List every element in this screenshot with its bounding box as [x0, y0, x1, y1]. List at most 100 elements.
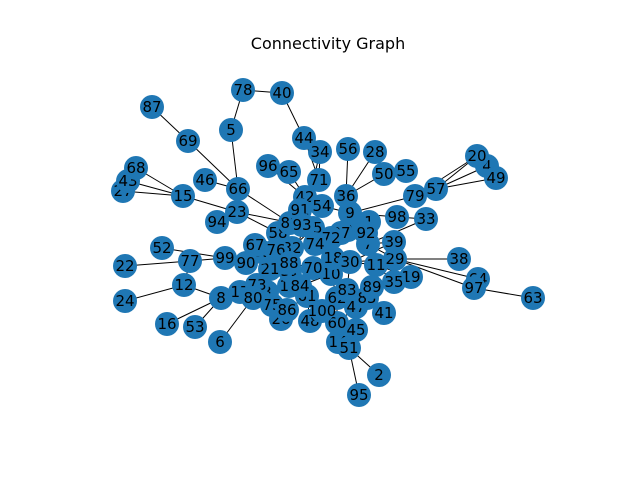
graph-node-44: 44 [292, 126, 316, 150]
node-circle [231, 78, 255, 102]
node-label: 2 [374, 366, 384, 384]
graph-node-63: 63 [521, 286, 545, 310]
node-label: 100 [308, 302, 337, 320]
node-label: 94 [207, 213, 226, 231]
graph-node-71: 71 [307, 168, 331, 192]
graph-title: Connectivity Graph [251, 34, 405, 53]
node-label: 52 [152, 239, 171, 257]
graph-node-28: 28 [363, 140, 387, 164]
node-circle [193, 168, 217, 192]
node-label: 83 [337, 281, 356, 299]
node-circle [209, 286, 233, 310]
graph-node-5: 5 [219, 118, 243, 142]
node-label: 35 [384, 273, 403, 291]
graph-node-53: 53 [183, 315, 207, 339]
graph-node-20: 20 [465, 144, 489, 168]
node-label: 28 [365, 143, 384, 161]
node-label: 18 [323, 249, 342, 267]
graph-node-11: 11 [364, 253, 388, 277]
node-circle [178, 249, 202, 273]
graph-node-41: 41 [372, 301, 396, 325]
node-label: 12 [174, 276, 193, 294]
node-label: 66 [228, 180, 247, 198]
edge-64-29 [394, 258, 479, 280]
node-circle [113, 289, 137, 313]
graph-node-16: 16 [155, 312, 179, 336]
node-label: 22 [115, 257, 134, 275]
node-circle [176, 129, 200, 153]
node-circle [336, 137, 360, 161]
node-circle [372, 301, 396, 325]
node-circle [290, 213, 314, 237]
graph-node-66: 66 [226, 177, 250, 201]
node-circle [360, 275, 384, 299]
node-label: 93 [292, 216, 311, 234]
graph-node-55: 55 [394, 159, 418, 183]
node-label: 77 [180, 252, 199, 270]
node-label: 84 [290, 277, 309, 295]
edge-97-29 [394, 258, 475, 289]
node-label: 34 [310, 143, 329, 161]
node-circle [394, 159, 418, 183]
node-label: 99 [215, 249, 234, 267]
node-circle [256, 154, 280, 178]
node-label: 38 [449, 250, 468, 268]
node-label: 6 [215, 333, 225, 351]
node-circle [364, 253, 388, 277]
node-circle [205, 210, 229, 234]
node-circle [382, 270, 406, 294]
node-circle [367, 363, 391, 387]
node-label: 8 [216, 289, 226, 307]
node-circle [219, 118, 243, 142]
graph-node-29: 29 [383, 247, 407, 271]
node-circle [208, 330, 232, 354]
graph-node-15: 15 [171, 184, 195, 208]
graph-node-22: 22 [113, 254, 137, 278]
node-circle [465, 144, 489, 168]
node-circle [241, 286, 265, 310]
node-circle [310, 194, 334, 218]
graph-node-83: 83 [335, 278, 359, 302]
node-label: 33 [416, 210, 435, 228]
graph-node-12: 12 [172, 273, 196, 297]
node-circle [344, 318, 368, 342]
graph-node-68: 68 [124, 156, 148, 180]
node-circle [225, 200, 249, 224]
graph-node-67: 67 [243, 233, 267, 257]
graph-node-50: 50 [372, 162, 396, 186]
node-circle [226, 177, 250, 201]
node-label: 41 [374, 304, 393, 322]
graph-node-40: 40 [270, 81, 294, 105]
node-circle [124, 156, 148, 180]
node-label: 70 [303, 259, 322, 277]
node-label: 54 [312, 197, 331, 215]
node-label: 39 [384, 233, 403, 251]
graph-node-38: 38 [447, 247, 471, 271]
node-circle [363, 140, 387, 164]
node-label: 24 [115, 292, 134, 310]
node-label: 98 [387, 208, 406, 226]
graph-node-8: 8 [209, 286, 233, 310]
graph-node-98: 98 [385, 205, 409, 229]
node-label: 67 [245, 236, 264, 254]
graph-node-79: 79 [403, 184, 427, 208]
node-label: 90 [236, 254, 255, 272]
node-label: 96 [258, 157, 277, 175]
graph-node-88: 88 [277, 251, 301, 275]
node-label: 19 [401, 268, 420, 286]
graph-node-89: 89 [360, 275, 384, 299]
node-circle [385, 205, 409, 229]
node-label: 44 [294, 129, 313, 147]
graph-node-69: 69 [176, 129, 200, 153]
node-circle [334, 184, 358, 208]
graph-node-34: 34 [308, 140, 332, 164]
graph-node-93: 93 [290, 213, 314, 237]
graph-node-56: 56 [336, 137, 360, 161]
node-label: 60 [327, 314, 346, 332]
graph-node-86: 86 [275, 298, 299, 322]
node-label: 21 [260, 260, 279, 278]
node-circle [172, 273, 196, 297]
node-label: 20 [467, 147, 486, 165]
node-label: 88 [279, 254, 298, 272]
node-label: 49 [486, 169, 505, 187]
